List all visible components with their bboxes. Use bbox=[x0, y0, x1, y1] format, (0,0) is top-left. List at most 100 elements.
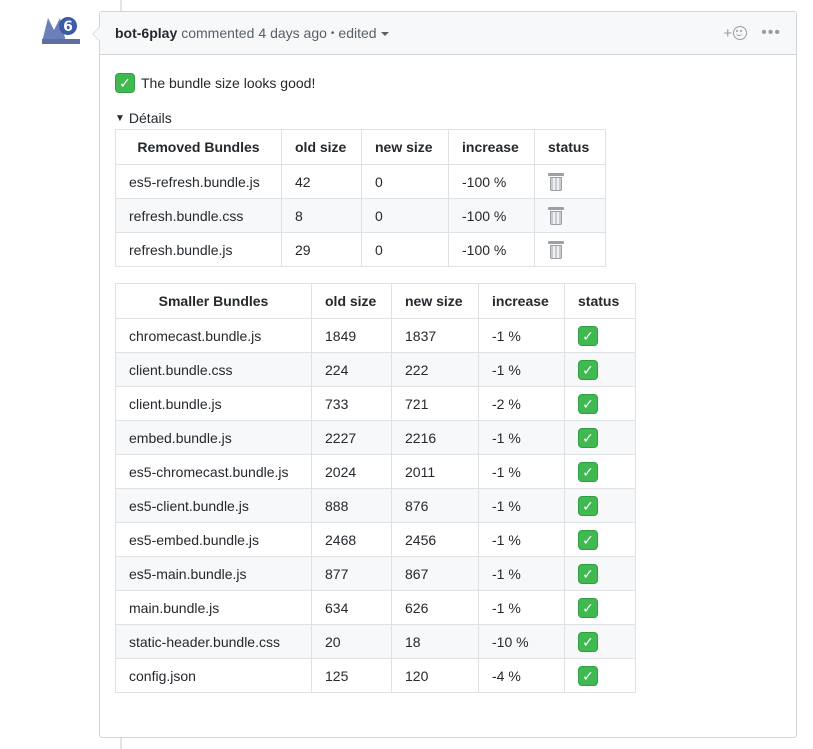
new-size: 2216 bbox=[391, 420, 479, 455]
separator-dot: • bbox=[330, 27, 335, 39]
comment-header: bot-6play commented 4 days ago • edited … bbox=[100, 12, 796, 55]
bundle-name: es5-embed.bundle.js bbox=[115, 522, 312, 557]
check-icon: ✓ bbox=[578, 665, 598, 686]
table-header: old size bbox=[311, 283, 392, 319]
old-size: 20 bbox=[311, 624, 392, 659]
table-row: config.json 125 120 -4 % ✓ bbox=[115, 658, 636, 693]
edited-dropdown[interactable]: edited bbox=[338, 25, 389, 41]
increase: -100 % bbox=[448, 164, 535, 199]
bundle-name: static-header.bundle.css bbox=[115, 624, 312, 659]
status-cell bbox=[534, 198, 606, 233]
svg-text:6: 6 bbox=[63, 19, 73, 35]
new-size: 626 bbox=[391, 590, 479, 625]
increase: -100 % bbox=[448, 198, 535, 233]
new-size: 2456 bbox=[391, 522, 479, 557]
old-size: 877 bbox=[311, 556, 392, 591]
status-cell: ✓ bbox=[564, 386, 636, 421]
table-header: Smaller Bundles bbox=[115, 283, 312, 319]
new-size: 0 bbox=[361, 198, 449, 233]
increase: -100 % bbox=[448, 232, 535, 267]
bundle-name: refresh.bundle.css bbox=[115, 198, 282, 233]
old-size: 125 bbox=[311, 658, 392, 693]
table-row: chromecast.bundle.js 1849 1837 -1 % ✓ bbox=[115, 318, 636, 353]
table-row: refresh.bundle.js 29 0 -100 % bbox=[115, 232, 606, 267]
increase: -2 % bbox=[478, 386, 565, 421]
add-reaction-button[interactable]: + bbox=[723, 24, 748, 42]
new-size: 2011 bbox=[391, 454, 479, 489]
check-icon: ✓ bbox=[578, 393, 598, 414]
check-icon: ✓ bbox=[578, 495, 598, 516]
check-icon: ✓ bbox=[578, 529, 598, 550]
comment-author[interactable]: bot-6play bbox=[115, 25, 178, 41]
comment-time[interactable]: 4 days ago bbox=[258, 25, 327, 41]
bundle-name: config.json bbox=[115, 658, 312, 693]
old-size: 1849 bbox=[311, 318, 392, 353]
table-row: static-header.bundle.css 20 18 -10 % ✓ bbox=[115, 624, 636, 659]
table-row: es5-embed.bundle.js 2468 2456 -1 % ✓ bbox=[115, 522, 636, 557]
trash-icon bbox=[548, 172, 564, 192]
comment-action: commented bbox=[181, 25, 255, 41]
check-icon: ✓ bbox=[578, 461, 598, 482]
removed-bundles-table: Removed Bundles old size new size increa… bbox=[115, 129, 606, 267]
increase: -4 % bbox=[478, 658, 565, 693]
table-row: es5-main.bundle.js 877 867 -1 % ✓ bbox=[115, 556, 636, 591]
status-cell: ✓ bbox=[564, 624, 636, 659]
status-cell: ✓ bbox=[564, 488, 636, 523]
status-cell: ✓ bbox=[564, 352, 636, 387]
table-row: refresh.bundle.css 8 0 -100 % bbox=[115, 198, 606, 233]
increase: -1 % bbox=[478, 318, 565, 353]
header-actions: + ••• bbox=[723, 24, 781, 42]
check-icon: ✓ bbox=[578, 597, 598, 618]
increase: -1 % bbox=[478, 488, 565, 523]
status-cell: ✓ bbox=[564, 658, 636, 693]
table-header: new size bbox=[391, 283, 479, 319]
old-size: 2227 bbox=[311, 420, 392, 455]
check-icon: ✓ bbox=[578, 631, 598, 652]
table-header: status bbox=[564, 283, 636, 319]
old-size: 2468 bbox=[311, 522, 392, 557]
comment-body: ✓ The bundle size looks good! ▼ Détails … bbox=[100, 55, 796, 708]
bundle-name: es5-main.bundle.js bbox=[115, 556, 312, 591]
new-size: 0 bbox=[361, 164, 449, 199]
table-row: es5-refresh.bundle.js 42 0 -100 % bbox=[115, 164, 606, 199]
increase: -1 % bbox=[478, 590, 565, 625]
new-size: 222 bbox=[391, 352, 479, 387]
bundle-name: es5-refresh.bundle.js bbox=[115, 164, 282, 199]
check-icon: ✓ bbox=[578, 325, 598, 346]
more-options-icon[interactable]: ••• bbox=[761, 24, 781, 41]
table-row: client.bundle.css 224 222 -1 % ✓ bbox=[115, 352, 636, 387]
table-header: status bbox=[534, 129, 606, 165]
avatar[interactable]: 6 bbox=[40, 12, 82, 46]
bundle-name: client.bundle.js bbox=[115, 386, 312, 421]
check-icon: ✓ bbox=[115, 73, 135, 93]
details-label: Détails bbox=[128, 110, 172, 126]
plus-label: + bbox=[723, 24, 733, 42]
new-size: 0 bbox=[361, 232, 449, 267]
table-header-row: Removed Bundles old size new size increa… bbox=[115, 129, 606, 165]
bundle-name: client.bundle.css bbox=[115, 352, 312, 387]
table-header: increase bbox=[478, 283, 565, 319]
smiley-icon bbox=[733, 26, 748, 40]
status-cell: ✓ bbox=[564, 420, 636, 455]
table-row: es5-client.bundle.js 888 876 -1 % ✓ bbox=[115, 488, 636, 523]
caret-down-icon bbox=[380, 32, 389, 36]
details-toggle[interactable]: ▼ Détails bbox=[115, 109, 781, 127]
status-cell bbox=[534, 232, 606, 267]
increase: -10 % bbox=[478, 624, 565, 659]
bundle-name: refresh.bundle.js bbox=[115, 232, 282, 267]
summary-text: The bundle size looks good! bbox=[141, 75, 316, 91]
new-size: 721 bbox=[391, 386, 479, 421]
status-cell: ✓ bbox=[564, 590, 636, 625]
table-header-row: Smaller Bundles old size new size increa… bbox=[115, 283, 636, 319]
bundle-name: embed.bundle.js bbox=[115, 420, 312, 455]
bundle-name: chromecast.bundle.js bbox=[115, 318, 312, 353]
old-size: 8 bbox=[281, 198, 362, 233]
table-row: main.bundle.js 634 626 -1 % ✓ bbox=[115, 590, 636, 625]
old-size: 42 bbox=[281, 164, 362, 199]
old-size: 224 bbox=[311, 352, 392, 387]
edited-label: edited bbox=[338, 25, 377, 41]
summary-line: ✓ The bundle size looks good! bbox=[115, 72, 781, 94]
new-size: 120 bbox=[391, 658, 479, 693]
table-header: new size bbox=[361, 129, 449, 165]
increase: -1 % bbox=[478, 556, 565, 591]
